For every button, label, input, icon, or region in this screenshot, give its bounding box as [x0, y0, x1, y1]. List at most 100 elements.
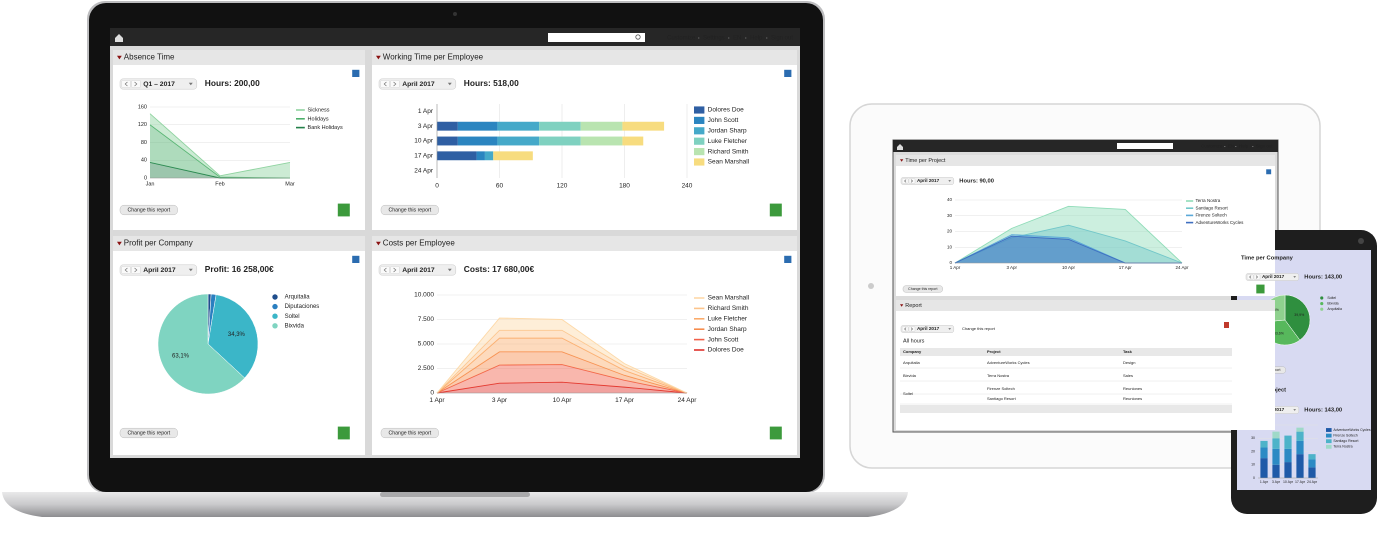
export-icon[interactable]: [1224, 322, 1229, 328]
home-icon[interactable]: [115, 34, 123, 42]
excel-icon[interactable]: [337, 426, 350, 440]
legend-label: John Scott: [708, 117, 739, 124]
nav-link[interactable]: EN: [733, 36, 741, 42]
next-button[interactable]: [1253, 274, 1261, 280]
laptop-camera: [453, 12, 457, 16]
dropdown-caret: [948, 328, 952, 330]
total-label: Hours: 518,00: [464, 78, 519, 88]
bar: [580, 136, 623, 146]
next-button[interactable]: [908, 178, 916, 184]
laptop-base: [2, 492, 908, 517]
nav-link[interactable]: Sign out: [771, 36, 793, 42]
y-tick-label: 120: [138, 122, 147, 128]
panel-title: Absence Time: [124, 53, 175, 62]
collapse-icon[interactable]: [376, 55, 381, 60]
y-tick-label: 3 Apr: [418, 123, 434, 130]
legend-swatch: [1326, 433, 1332, 438]
legend-label: Richard Smith: [708, 305, 749, 312]
dropdown-caret: [447, 268, 452, 272]
export-icon[interactable]: [1266, 169, 1272, 175]
legend-swatch: [694, 106, 705, 114]
legend-label: Jordan Sharp: [708, 128, 747, 135]
bar: [622, 136, 644, 146]
bar: [1308, 459, 1316, 468]
prev-button[interactable]: [121, 80, 131, 88]
nav-link[interactable]: Help: [1239, 144, 1249, 149]
search-box[interactable]: [1117, 143, 1173, 149]
tablet-camera: [868, 283, 874, 289]
change-report-button[interactable]: [902, 285, 943, 293]
next-button[interactable]: [390, 266, 400, 274]
area-line: [436, 337, 688, 394]
next-button[interactable]: [131, 80, 141, 88]
export-icon[interactable]: [352, 255, 360, 263]
legend-swatch: [1320, 302, 1324, 306]
change-report-link[interactable]: Change this report: [962, 326, 996, 331]
total-label: Hours: 143,00: [1304, 275, 1342, 281]
search-box[interactable]: [548, 33, 645, 42]
legend-swatch: [1326, 444, 1332, 449]
nav-link[interactable]: Customize: [1201, 144, 1223, 149]
area-line: [436, 317, 688, 394]
legend-label: Santiago Resort: [1195, 205, 1228, 210]
prev-button[interactable]: [121, 266, 131, 274]
panel-header: [896, 155, 1275, 166]
collapse-icon[interactable]: [900, 304, 904, 307]
change-report-button[interactable]: [380, 204, 439, 216]
bar: [484, 151, 494, 161]
prev-button[interactable]: [380, 266, 390, 274]
next-button[interactable]: [908, 326, 916, 332]
home-icon[interactable]: [897, 144, 903, 150]
bar: [1308, 454, 1316, 460]
change-report-button[interactable]: [119, 204, 178, 216]
legend-label: AdventureWorks Cycles: [1333, 428, 1371, 432]
nav-separator: [698, 37, 700, 39]
legend-label: Jordan Sharp: [708, 326, 747, 333]
bar: [539, 136, 581, 146]
nav-link[interactable]: Customize: [667, 36, 696, 42]
chevron-icon: [124, 81, 128, 87]
collapse-icon[interactable]: [376, 241, 381, 246]
nav-link[interactable]: Help: [750, 36, 763, 42]
x-tick-label: 120: [557, 183, 568, 190]
column-header: Task: [1123, 349, 1133, 354]
area-fill: [955, 236, 1182, 263]
nav-link[interactable]: EN: [1228, 144, 1234, 149]
export-icon[interactable]: [784, 255, 792, 263]
excel-icon[interactable]: [769, 203, 782, 217]
export-icon[interactable]: [784, 69, 792, 77]
prev-button[interactable]: [901, 178, 909, 184]
prev-button[interactable]: [1246, 274, 1254, 280]
change-report-button[interactable]: [380, 427, 439, 439]
panel-title: Time per Project: [905, 158, 946, 164]
period-label: April 2017: [402, 81, 435, 88]
prev-button[interactable]: [380, 80, 390, 88]
excel-icon[interactable]: [1256, 284, 1265, 294]
export-icon[interactable]: [352, 69, 360, 77]
change-report-label: Change this report: [908, 287, 937, 291]
panel-title: Report: [905, 303, 922, 309]
y-tick-label: 10: [947, 244, 953, 249]
bar: [1272, 464, 1280, 478]
collapse-icon[interactable]: [117, 55, 122, 60]
bar: [476, 151, 485, 161]
collapse-icon[interactable]: [117, 241, 122, 246]
next-button[interactable]: [131, 266, 141, 274]
nav-link[interactable]: Settings: [703, 36, 725, 42]
area-line: [149, 113, 291, 177]
dropdown-caret: [447, 82, 452, 86]
change-report-button[interactable]: [119, 427, 178, 439]
x-tick-label: 24 Apr: [678, 397, 698, 404]
x-tick-label: 0: [435, 183, 439, 190]
excel-icon[interactable]: [769, 426, 782, 440]
next-button[interactable]: [390, 80, 400, 88]
excel-icon[interactable]: [337, 203, 350, 217]
nav-link[interactable]: Sign out: [1256, 144, 1273, 149]
bar: [1296, 454, 1304, 478]
legend-label: Sean Marshall: [708, 295, 750, 302]
area-fill: [437, 382, 687, 393]
collapse-icon[interactable]: [900, 159, 904, 162]
prev-button[interactable]: [901, 326, 909, 332]
total-label: Hours: 143,00: [1304, 408, 1342, 414]
